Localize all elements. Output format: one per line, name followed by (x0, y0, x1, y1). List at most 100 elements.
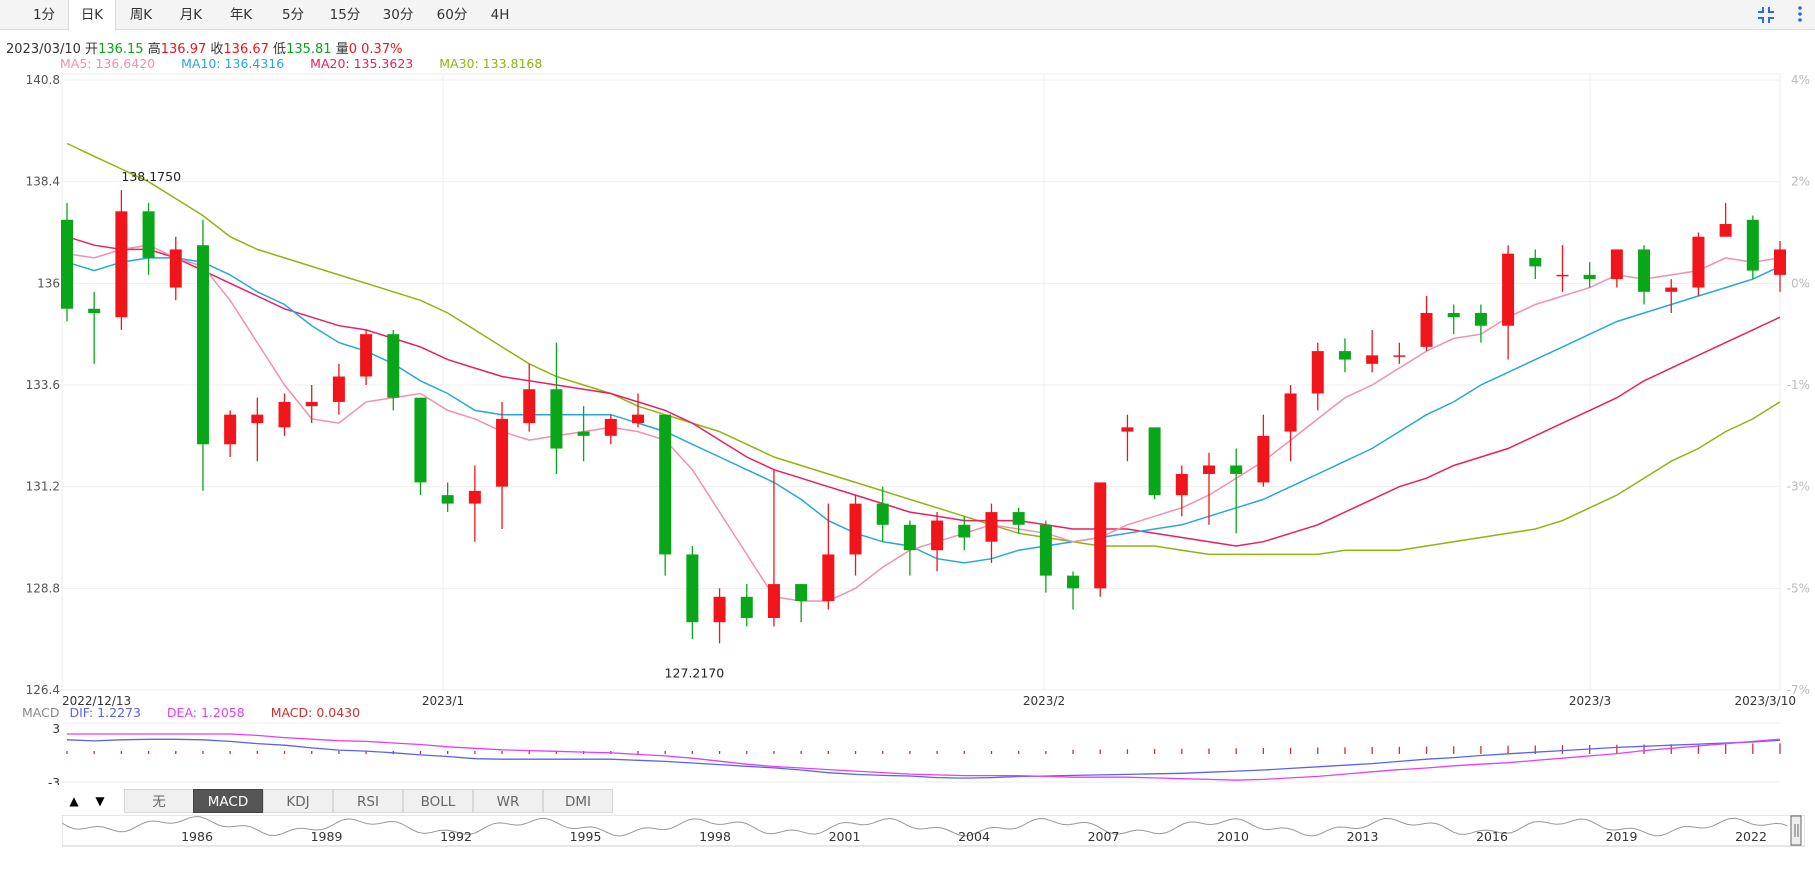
candle (523, 363, 536, 432)
y-tick-label: 133.6 (26, 378, 60, 392)
candle (169, 236, 182, 301)
navigator-year-label: 1989 (311, 829, 343, 844)
navigator-year-label: 2007 (1088, 829, 1120, 844)
candle (1474, 304, 1487, 343)
period-tab-3[interactable]: 月K (179, 7, 203, 23)
navigator-year-label: 1998 (699, 829, 731, 844)
right-tick-label: -1% (1787, 378, 1810, 392)
close-value: 136.67 (223, 42, 269, 57)
candle (822, 503, 835, 610)
period-tab-9[interactable]: 4H (490, 7, 510, 23)
candle (1257, 414, 1270, 487)
candle (1338, 338, 1351, 373)
ma10-line (66, 257, 1781, 564)
navigator-year-label: 2022 (1735, 829, 1767, 844)
candle (61, 202, 73, 322)
indicator-tab-1[interactable]: MACD (193, 789, 263, 813)
candlestick-chart[interactable]: 140.8 138.4 136 133.6 131.2 128.8 126.4 4% 2% 0%… (0, 0, 1815, 785)
period-tab-bar: 1分 日K 周K 月K 年K 5分 15分 30分 60分 4H (0, 0, 1815, 31)
period-tab-1[interactable]: 日K (68, 0, 116, 31)
y-tick-label: 140.8 (26, 73, 60, 87)
candle (1067, 571, 1080, 610)
candle (1774, 240, 1786, 292)
indicator-tab-0[interactable]: 无 (124, 789, 194, 813)
navigator-year-label: 1986 (181, 829, 213, 844)
candle (659, 414, 672, 576)
volume-label: 量 (335, 42, 349, 57)
candle (1175, 465, 1188, 517)
candle (1746, 215, 1759, 280)
indicator-tab-5[interactable]: WR (473, 789, 543, 813)
vertical-dots-icon[interactable] (1794, 2, 1806, 26)
candle (1393, 342, 1406, 364)
candle (1447, 304, 1460, 335)
candle (767, 469, 780, 627)
volume-value: 0 (348, 42, 357, 57)
ma5-legend: MA5: 136.6420 (60, 56, 156, 71)
candle (1583, 262, 1596, 288)
period-tab-0[interactable]: 1分 (32, 7, 56, 23)
indicator-up-arrow[interactable]: ▲ (69, 794, 79, 808)
period-tab-6[interactable]: 15分 (329, 7, 361, 23)
period-tab-7[interactable]: 30分 (382, 7, 414, 23)
candle (224, 410, 237, 458)
high-value: 136.97 (160, 42, 207, 57)
compress-icon[interactable] (1756, 5, 1776, 25)
high-label: 高 (147, 42, 161, 57)
right-tick-label: 0% (1791, 276, 1810, 290)
x-tick-label: 2023/3 (1569, 694, 1611, 708)
candle (740, 584, 753, 627)
period-tab-2[interactable]: 周K (129, 7, 153, 23)
macd-tick-label: 3 (52, 722, 60, 736)
change-value: 0.37% (361, 42, 403, 57)
candle (550, 342, 563, 474)
right-axis: 4% 2% 0% -1% -3% -5% -7% (1787, 73, 1810, 697)
x-axis: 2022/12/13 2023/1 2023/2 2023/3 2023/3/10 (62, 694, 1796, 708)
navigator-year-label: 2019 (1606, 829, 1638, 844)
indicator-tab-4[interactable]: BOLL (403, 789, 473, 813)
period-tab-4[interactable]: 年K (229, 7, 253, 23)
candle (496, 401, 509, 530)
candle (849, 495, 862, 576)
navigator-year-label: 2013 (1347, 829, 1379, 844)
ma5-line (66, 244, 1781, 602)
navigator-handle[interactable] (1790, 815, 1802, 846)
ohlc-info: 2023/03/10 开136.15 高136.97 收136.67 低135.… (6, 38, 402, 57)
low-label: 低 (273, 42, 287, 57)
candle (1692, 232, 1705, 297)
indicator-tab-6[interactable]: DMI (543, 789, 613, 813)
candle (1529, 249, 1542, 280)
indicator-down-arrow[interactable]: ▼ (95, 794, 105, 808)
indicator-tab-2[interactable]: KDJ (263, 789, 333, 813)
price-annotation: 138.1750 (121, 169, 181, 184)
candle (1230, 448, 1243, 534)
candle (1203, 452, 1215, 525)
candle (1012, 507, 1025, 534)
y-tick-label: 131.2 (26, 480, 60, 494)
macd-legend: MACD DIF: 1.2273 DEA: 1.2058 MACD: 0.043… (22, 705, 382, 720)
candle (1284, 385, 1297, 462)
open-label: 开 (85, 42, 99, 57)
period-tab-8[interactable]: 60分 (436, 7, 468, 23)
period-tab-5[interactable]: 5分 (281, 7, 305, 23)
ma20-line (66, 235, 1781, 547)
right-tick-label: -7% (1787, 683, 1810, 697)
price-annotations: 138.1750 127.2170 (121, 169, 724, 680)
dif-line (66, 738, 1781, 779)
dif-legend: DIF: 1.2273 (69, 705, 141, 720)
navigator-year-label: 1992 (440, 829, 472, 844)
candle (468, 465, 481, 542)
candle (985, 503, 998, 563)
candle (931, 512, 944, 572)
candle (196, 219, 209, 491)
candle (1638, 245, 1651, 305)
right-tick-label: 4% (1791, 73, 1810, 87)
candle (1094, 482, 1107, 597)
time-navigator[interactable]: 1986 1989 1992 1995 1998 2001 2004 2007 2010 2013… (62, 815, 1805, 847)
indicator-tab-3[interactable]: RSI (333, 789, 403, 813)
candle (1311, 342, 1324, 411)
candle (604, 414, 617, 445)
y-tick-label: 138.4 (26, 175, 60, 189)
candle (414, 397, 427, 496)
y-tick-label: 136 (37, 276, 60, 290)
